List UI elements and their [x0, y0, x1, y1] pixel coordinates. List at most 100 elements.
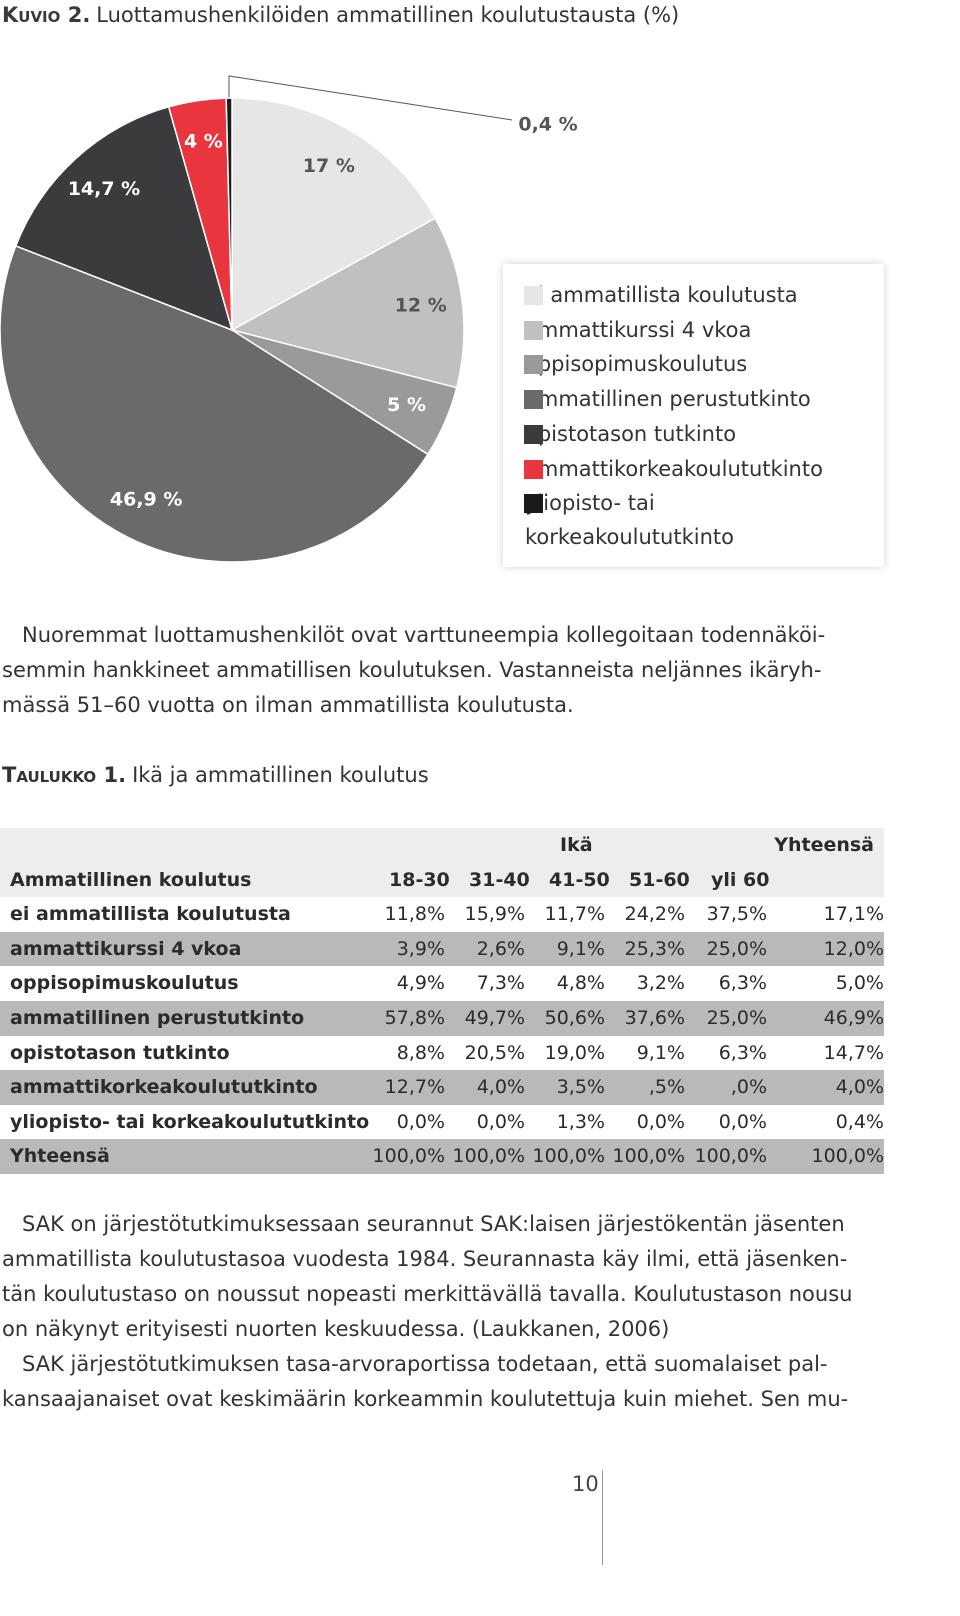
pie-slice — [229, 217, 465, 389]
page-rule — [602, 1470, 603, 1565]
cell-value: 4,0% — [476, 1076, 525, 1099]
legend-item: yliopisto- tai korkeakoulututkinto — [524, 486, 870, 554]
leader-line — [228, 75, 513, 121]
cell-value: 15,9% — [464, 903, 525, 926]
slice-label: 5 % — [387, 394, 426, 416]
legend-swatch — [524, 320, 543, 340]
cell-value: 100,0% — [532, 1145, 605, 1168]
cell-value: 100,0% — [612, 1145, 685, 1168]
cell-value: 4,9% — [396, 972, 445, 995]
slice-label: 46,9 % — [110, 488, 183, 510]
legend-label: opistotason tutkinto — [525, 421, 737, 446]
column-header: 18-30 — [389, 868, 450, 891]
pie-chart: 17 % 12 % 5 % 46,9 % 14,7 % 4 % 0,4 % — [0, 75, 578, 563]
cell-value: 1,3% — [556, 1110, 605, 1133]
cell-value: 20,5% — [464, 1041, 525, 1064]
cell-value: ,0% — [730, 1076, 767, 1099]
pie-slice — [14, 105, 234, 332]
figure-title: Kuvio 2. Luottamushenkilöiden ammatilline… — [2, 0, 679, 30]
cell-value: 11,7% — [544, 903, 605, 926]
cell-value: 24,2% — [624, 903, 685, 926]
slice-label: 12 % — [395, 295, 447, 317]
cell-value: 50,6% — [544, 1007, 605, 1029]
legend-item: ammatillinen perustutkinto — [524, 382, 870, 416]
pie-slice — [231, 97, 437, 332]
cell-value: 100,0% — [811, 1145, 884, 1168]
table-title: Ikä ja ammatillinen koulutus — [132, 763, 429, 787]
cell-value: 12,7% — [384, 1076, 445, 1099]
legend-item: ammattikurssi 4 vkoa — [524, 313, 870, 347]
page-number: 10 — [572, 1472, 599, 1496]
column-header: yli 60 — [711, 868, 770, 891]
cell-value: 5,0% — [835, 972, 884, 995]
row-label: ammattikorkeakoulututkinto — [10, 1076, 318, 1099]
cell-value: 4,8% — [556, 972, 605, 995]
legend-label: oppisopimuskoulutus — [525, 352, 748, 377]
table-label: Taulukko 1. — [2, 763, 127, 787]
cell-value: 4,0% — [835, 1076, 884, 1099]
row-bg — [0, 1070, 884, 1105]
text-line: SAK järjestötutkimuksen tasa-arvoraporti… — [22, 1352, 828, 1376]
cell-value: 0,0% — [396, 1110, 445, 1133]
cell-value: 11,8% — [384, 903, 445, 926]
cell-value: 9,1% — [636, 1041, 685, 1064]
cell-value: 0,0% — [718, 1110, 767, 1133]
cell-value: 6,3% — [718, 1041, 767, 1064]
cell-value: 0,0% — [476, 1110, 525, 1133]
legend-item: oppisopimuskoulutus — [524, 347, 870, 381]
legend-label: yliopisto- tai korkeakoulututkinto — [525, 491, 734, 550]
text-line: mässä 51–60 vuotta on ilman ammatillista… — [2, 693, 574, 717]
row-label: opistotason tutkinto — [10, 1041, 230, 1064]
slice-label: 0,4 % — [518, 114, 577, 136]
legend-swatch — [524, 494, 543, 514]
cell-value: 3,5% — [556, 1076, 605, 1099]
table-caption: Taulukko 1. Ikä ja ammatillinen koulutus — [2, 760, 429, 790]
table: Ikä Yhteensä Ammatillinen koulutus 18-30 31-… — [0, 828, 900, 1174]
cell-value: 3,9% — [396, 937, 445, 960]
cell-value: 19,0% — [544, 1041, 605, 1064]
legend-swatch — [524, 390, 543, 410]
text-line: SAK on järjestötutkimuksessaan seurannut… — [22, 1212, 845, 1236]
cell-value: 7,3% — [476, 972, 525, 995]
slice-label: 14,7 % — [68, 178, 141, 200]
cell-value: 17,1% — [823, 903, 884, 926]
cell-value: 3,2% — [636, 972, 685, 995]
cell-value: 100,0% — [372, 1145, 445, 1168]
cell-value: 37,5% — [706, 903, 767, 926]
column-header: 41-50 — [549, 868, 610, 891]
legend-label: ei ammatillista koulutusta — [525, 283, 798, 307]
cell-value: 14,7% — [823, 1041, 884, 1064]
row-bg — [0, 931, 884, 967]
row-label: Yhteensä — [10, 1145, 110, 1168]
row-label: oppisopimuskoulutus — [10, 972, 239, 995]
row-label: ammattikurssi 4 vkoa — [10, 937, 242, 960]
row-bg — [0, 1001, 884, 1036]
legend-label: ammattikurssi 4 vkoa — [525, 317, 752, 342]
legend-item: ammattikorkeakoulututkinto — [524, 452, 870, 486]
figure-label: Kuvio 2. — [2, 3, 91, 27]
cell-value: 0,0% — [636, 1110, 685, 1133]
cell-value: 25,0% — [706, 937, 767, 960]
slice-label: 4 % — [184, 130, 223, 152]
row-label: ei ammatillista koulutusta — [10, 903, 291, 926]
text-line: kansaajanaiset ovat keskimäärin korkeamm… — [2, 1387, 849, 1411]
group-header: Ikä — [560, 834, 593, 856]
cell-value: 25,3% — [624, 937, 685, 960]
cell-value: 12,0% — [823, 937, 884, 960]
pie-slice — [225, 97, 233, 331]
legend-swatch — [524, 355, 543, 375]
title-text: Luottamushenkilöiden ammatillinen koulut… — [96, 3, 680, 27]
cell-value: 2,6% — [476, 937, 525, 960]
column-header: 31-40 — [469, 868, 530, 891]
cell-value: 46,9% — [823, 1007, 884, 1029]
cell-value: 6,3% — [718, 972, 767, 995]
legend-item: opistotason tutkinto — [524, 417, 870, 451]
cell-value: 8,8% — [396, 1041, 445, 1064]
legend-item: ei ammatillista koulutusta — [524, 278, 870, 312]
row-label: yliopisto- tai korkeakoulututkinto — [10, 1110, 370, 1133]
cell-value: 100,0% — [694, 1145, 767, 1168]
legend-swatch — [524, 286, 543, 305]
cell-value: 57,8% — [384, 1007, 445, 1029]
text-line: Nuoremmat luottamushenkilöt ovat varttun… — [22, 623, 826, 647]
